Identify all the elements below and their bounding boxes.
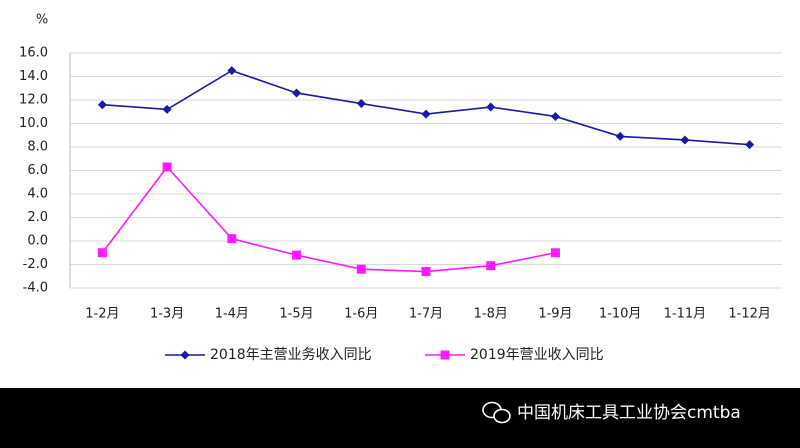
marker [486, 261, 496, 271]
marker [356, 99, 366, 109]
marker [745, 140, 755, 150]
marker [680, 135, 690, 145]
marker [227, 66, 237, 76]
x-tick-label: 1-3月 [150, 307, 184, 322]
marker [162, 162, 172, 172]
marker [550, 111, 560, 121]
x-tick-label: 1-9月 [538, 307, 572, 322]
marker [162, 104, 172, 114]
marker [97, 100, 107, 110]
legend-marker [440, 350, 450, 360]
marker [97, 248, 107, 258]
y-tick-label: 14.0 [19, 69, 48, 84]
y-tick-label: -4.0 [23, 281, 48, 296]
series-line [101, 165, 556, 273]
y-tick-label: 6.0 [27, 163, 48, 178]
x-tick-label: 1-7月 [409, 307, 443, 322]
marker [421, 267, 431, 277]
wechat-icon [482, 401, 511, 424]
legend-label: 2018年主营业务收入同比 [210, 347, 372, 363]
y-tick-label: 16.0 [19, 46, 48, 61]
x-tick-label: 1-11月 [664, 307, 707, 322]
marker [292, 250, 302, 260]
marker [421, 109, 431, 119]
x-tick-label: 1-12月 [728, 307, 771, 322]
x-tick-label: 1-4月 [215, 307, 249, 322]
marker [292, 88, 302, 98]
legend-marker [180, 350, 190, 360]
watermark: 中国机床工具工业协会cmtba [517, 403, 741, 423]
y-tick-label: -2.0 [23, 257, 48, 272]
x-tick-label: 1-8月 [474, 307, 508, 322]
y-tick-label: 0.0 [27, 234, 48, 249]
x-tick-label: 1-2月 [85, 307, 119, 322]
marker [227, 234, 237, 244]
marker [615, 131, 625, 141]
y-tick-label: 12.0 [19, 93, 48, 108]
x-tick-label: 1-5月 [279, 307, 313, 322]
y-unit: % [36, 13, 48, 28]
y-tick-label: 8.0 [27, 140, 48, 155]
legend-label: 2019年营业收入同比 [470, 347, 604, 363]
marker [550, 248, 560, 258]
x-tick-label: 1-6月 [344, 307, 378, 322]
y-tick-label: 2.0 [27, 210, 48, 225]
y-tick-label: 10.0 [19, 116, 48, 131]
y-tick-label: 4.0 [27, 187, 48, 202]
marker [356, 264, 366, 274]
marker [486, 102, 496, 112]
x-tick-label: 1-10月 [599, 307, 642, 322]
footer-bar [0, 388, 800, 448]
